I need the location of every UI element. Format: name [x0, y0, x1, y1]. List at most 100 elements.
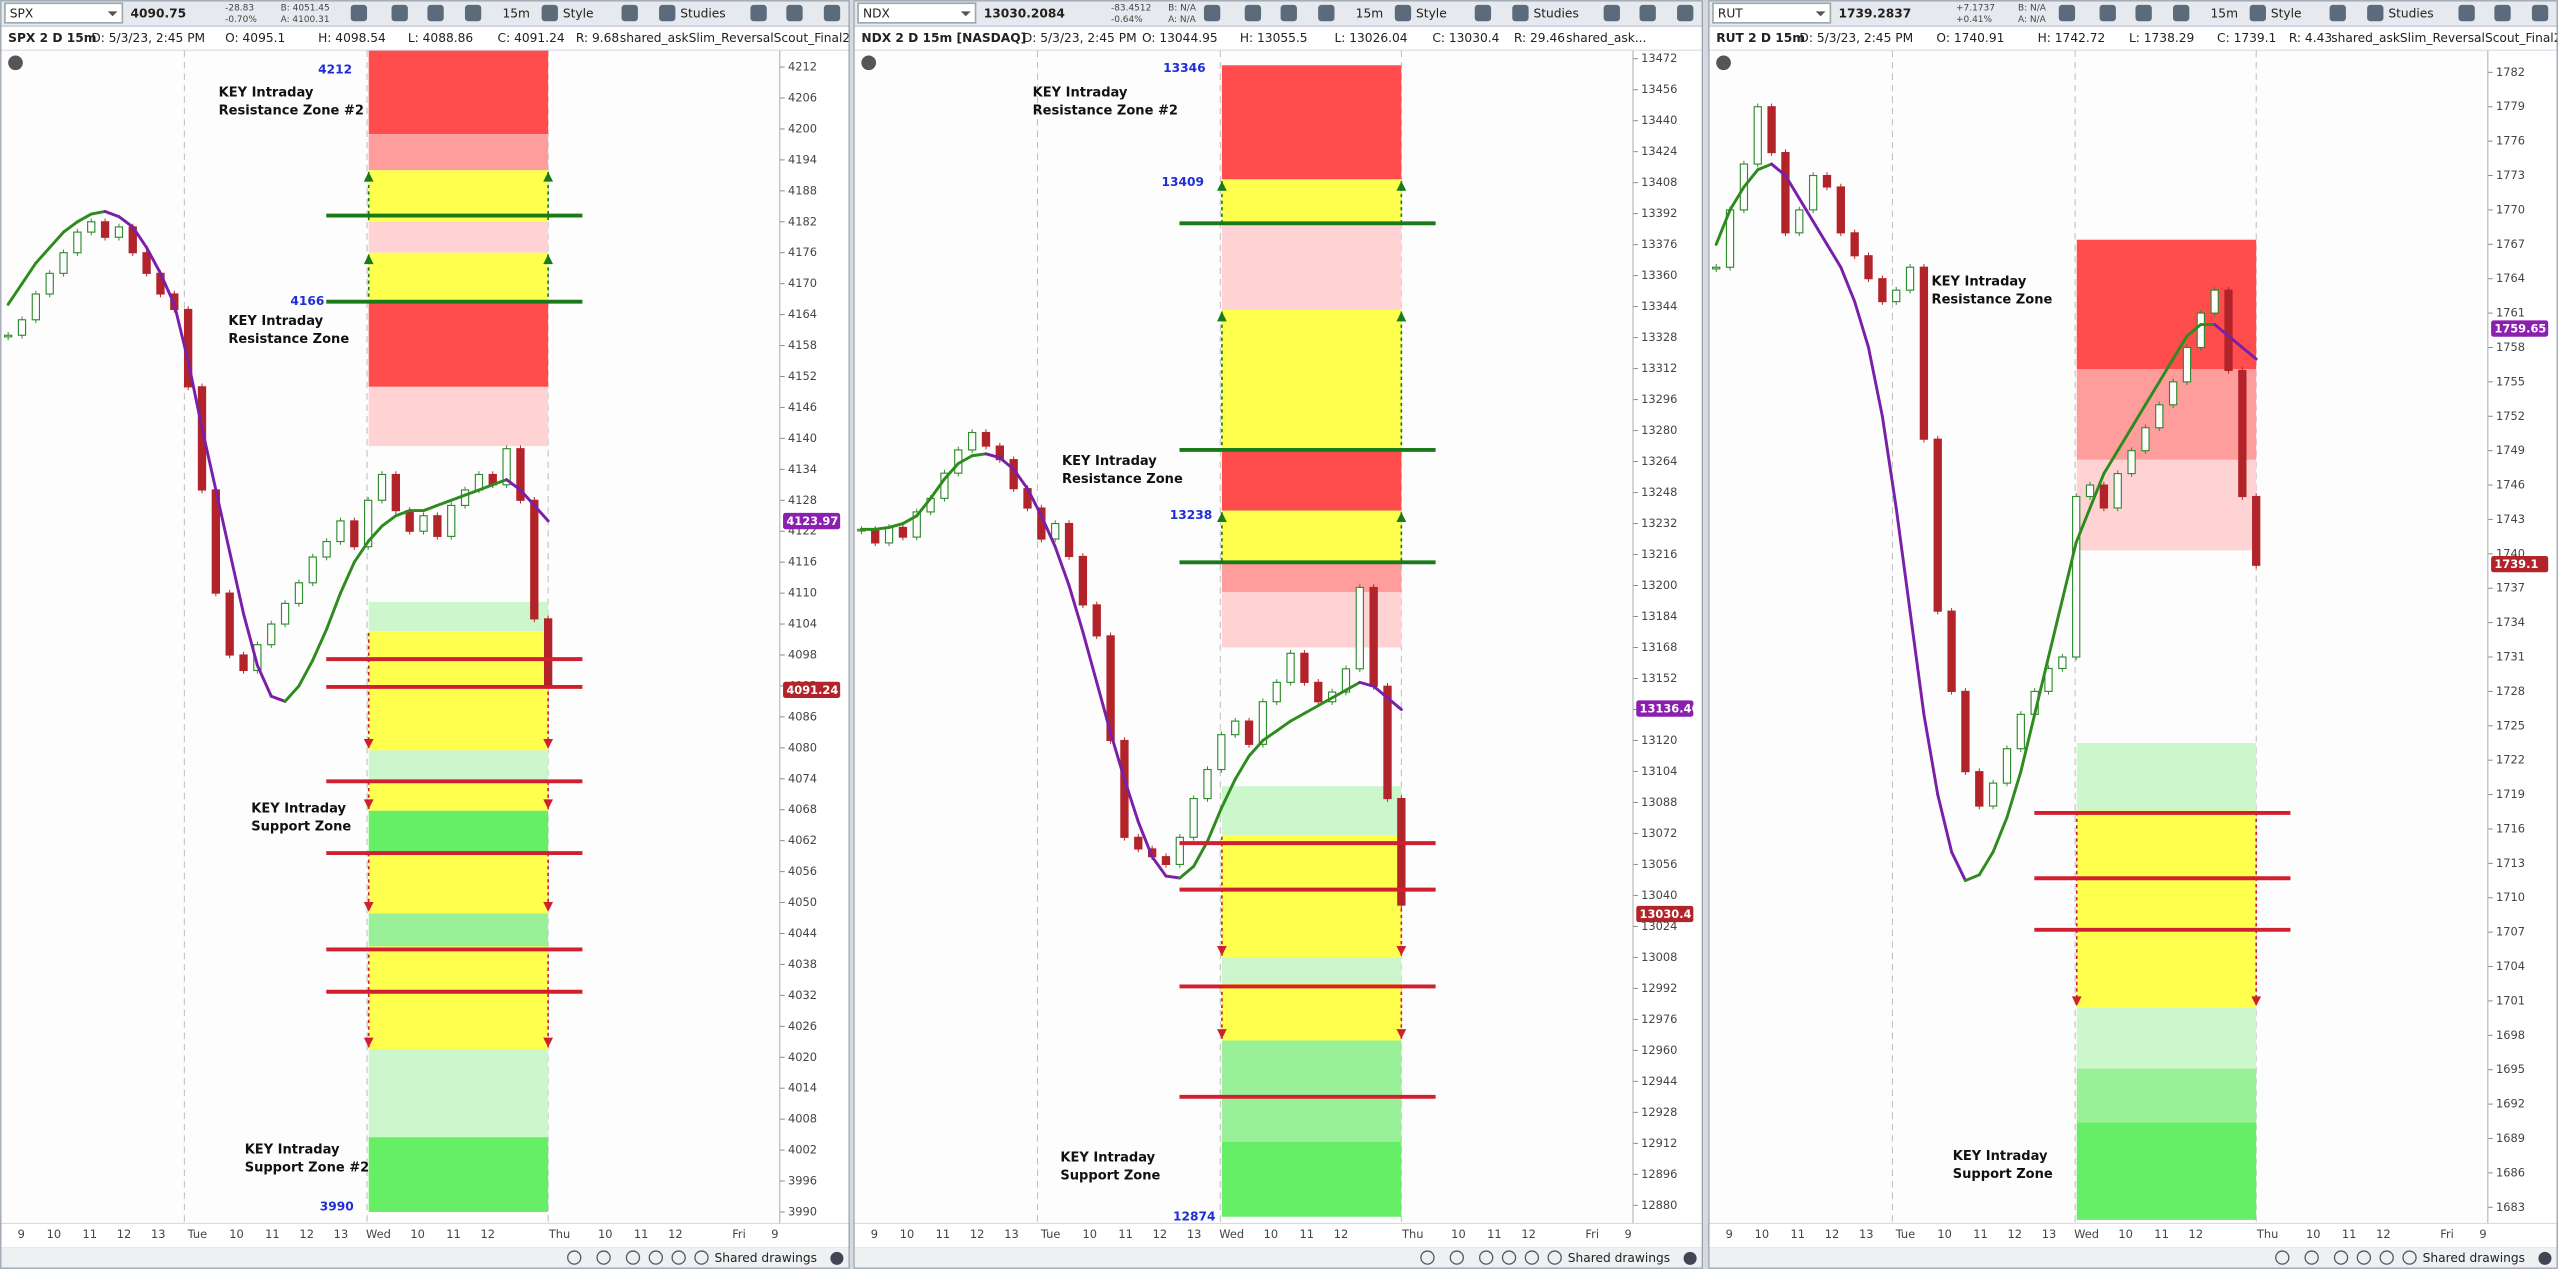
zoom-icon[interactable]: [2379, 1250, 2394, 1265]
x-tick-label: 12: [668, 1227, 683, 1241]
info-close: C: 13030.4: [1432, 31, 1499, 45]
y-tick-label: 1683: [2496, 1200, 2525, 1214]
moving-average: [380, 514, 398, 528]
toolbar-icon[interactable]: [2494, 4, 2511, 22]
toolbar-icon[interactable]: [2099, 4, 2116, 22]
bid: B: N/A: [1168, 4, 1197, 14]
toolbar-icon[interactable]: [2458, 4, 2475, 22]
toolbar-icon[interactable]: [1318, 4, 1335, 22]
interval[interactable]: 15m: [502, 6, 529, 20]
toolbar-icon[interactable]: [750, 4, 767, 22]
toolbar-icon[interactable]: [1280, 4, 1297, 22]
candle: [2210, 289, 2219, 314]
zoom-icon[interactable]: [671, 1250, 686, 1265]
zoom-icon[interactable]: [1524, 1250, 1540, 1265]
interval[interactable]: 15m: [2211, 6, 2238, 20]
moving-average: [62, 220, 79, 234]
shared-drawings[interactable]: Shared drawings: [715, 1251, 817, 1265]
candle: [267, 623, 276, 646]
zoom-icon[interactable]: [2402, 1250, 2417, 1265]
toolbar: [853, 0, 1704, 27]
x-tick-label: Tue: [187, 1227, 207, 1241]
toolbar-icon[interactable]: [1203, 4, 1221, 22]
toolbar-icon[interactable]: [1677, 4, 1694, 22]
candle: [912, 511, 921, 538]
moving-average: [532, 503, 550, 523]
toolbar-icon[interactable]: [786, 4, 803, 22]
toolbar-icon[interactable]: [1603, 4, 1620, 22]
zoom-icon[interactable]: [1501, 1250, 1517, 1265]
zoom-icon[interactable]: [1449, 1250, 1464, 1265]
candle: [17, 319, 27, 336]
x-tick-label: 10: [900, 1227, 915, 1241]
help-icon[interactable]: [2538, 1251, 2552, 1265]
change: -83.4512: [1111, 4, 1151, 14]
toolbar-icon[interactable]: [427, 4, 444, 22]
zoom-icon[interactable]: [567, 1250, 582, 1265]
toolbar-icon[interactable]: [2058, 4, 2076, 22]
y-tick-label: 4170: [788, 276, 817, 290]
toolbar-icon[interactable]: [464, 4, 482, 22]
toolbar-icon[interactable]: [350, 4, 368, 22]
candle: [87, 221, 96, 233]
toolbar-icon[interactable]: [2135, 4, 2152, 22]
moving-average: [1936, 793, 1954, 854]
change: -28.83: [225, 4, 254, 14]
x-tick-label: 13: [1004, 1227, 1019, 1241]
symbol-box[interactable]: [857, 2, 977, 24]
y-tick-label: 1710: [2496, 890, 2525, 904]
x-tick-label: 12: [1825, 1227, 1840, 1241]
zoom-icon[interactable]: [1420, 1250, 1435, 1265]
style-icon[interactable]: [541, 4, 558, 22]
percent-icon[interactable]: [621, 4, 638, 22]
symbol-box[interactable]: [4, 2, 124, 24]
studies-icon[interactable]: [659, 4, 676, 22]
shared-drawings[interactable]: Shared drawings: [1568, 1251, 1670, 1265]
style-button[interactable]: Style: [2271, 6, 2302, 20]
style-button[interactable]: Style: [563, 6, 594, 20]
ask: A: N/A: [1168, 15, 1197, 25]
studies-icon[interactable]: [1512, 4, 1529, 22]
help-icon[interactable]: [1683, 1251, 1697, 1265]
percent-icon[interactable]: [1474, 4, 1492, 22]
toolbar-icon[interactable]: [2172, 4, 2190, 22]
zoom-icon[interactable]: [2304, 1250, 2319, 1265]
style-icon[interactable]: [1394, 4, 1412, 22]
toolbar-icon[interactable]: [1639, 4, 1656, 22]
symbol-box[interactable]: [1712, 2, 1832, 24]
percent-icon[interactable]: [2329, 4, 2346, 22]
toolbar-icon[interactable]: [823, 4, 841, 22]
zoom-icon[interactable]: [1479, 1250, 1494, 1265]
zoom-icon[interactable]: [596, 1250, 611, 1265]
info-open: O: 13044.95: [1142, 31, 1218, 45]
zoom-icon[interactable]: [694, 1250, 709, 1265]
toolbar-icon[interactable]: [1244, 4, 1262, 22]
style-icon[interactable]: [2249, 4, 2266, 22]
studies-button[interactable]: Studies: [680, 6, 725, 20]
zoom-icon[interactable]: [1547, 1250, 1562, 1265]
zoom-icon[interactable]: [2275, 1250, 2290, 1265]
studies-button[interactable]: Studies: [1533, 6, 1578, 20]
y-tick-label: 13008: [1641, 950, 1677, 964]
candle: [1314, 681, 1323, 703]
moving-average: [1386, 696, 1403, 711]
style-button[interactable]: Style: [1416, 6, 1447, 20]
candle: [1383, 685, 1392, 800]
interval[interactable]: 15m: [1356, 6, 1383, 20]
y-tick-label: 1743: [2496, 512, 2525, 526]
toolbar-icon[interactable]: [391, 4, 408, 22]
studies-icon[interactable]: [2367, 4, 2384, 22]
toolbar-icon[interactable]: [2531, 4, 2549, 22]
shared-drawings[interactable]: Shared drawings: [2423, 1251, 2525, 1265]
zoom-icon[interactable]: [648, 1250, 663, 1265]
zoom-icon[interactable]: [2356, 1250, 2372, 1265]
studies-button[interactable]: Studies: [2388, 6, 2433, 20]
x-tick-label: 9: [771, 1227, 778, 1241]
info-title: RUT 2 D 15m: [1716, 31, 1805, 45]
zone-band: [368, 779, 549, 811]
zoom-icon[interactable]: [2333, 1250, 2349, 1265]
x-tick-label: 12: [1521, 1227, 1536, 1241]
zoom-icon[interactable]: [625, 1250, 641, 1265]
plot: [1712, 50, 2291, 1224]
help-icon[interactable]: [830, 1251, 844, 1265]
